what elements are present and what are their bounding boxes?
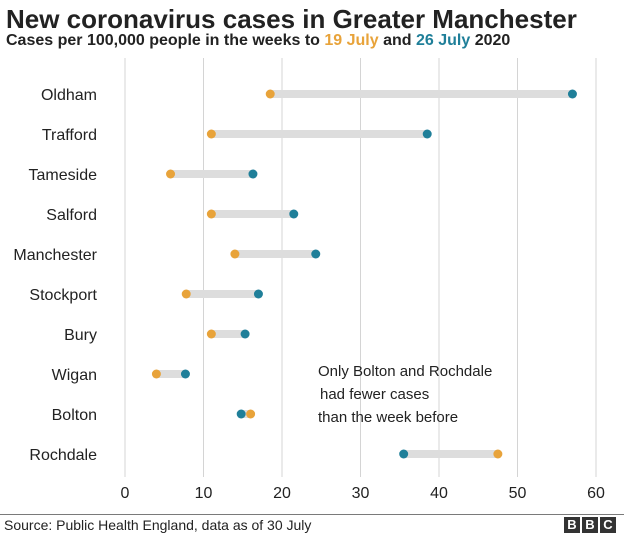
point-19-july (206, 129, 216, 139)
point-19-july (166, 169, 176, 179)
point-26-july (253, 289, 263, 299)
chart-title: New coronavirus cases in Greater Manches… (6, 4, 577, 34)
logo-letter: B (582, 517, 598, 533)
x-tick-label: 50 (509, 485, 527, 502)
gridlines (124, 58, 597, 477)
category-label: Wigan (52, 367, 97, 384)
point-19-july (265, 89, 275, 99)
x-tick-label: 20 (273, 485, 291, 502)
annotation-line: had fewer cases (320, 386, 429, 403)
category-label: Bolton (52, 407, 97, 424)
bbc-logo: B B C (564, 517, 616, 533)
point-19-july (181, 289, 191, 299)
logo-letter: B (564, 517, 580, 533)
category-label: Rochdale (29, 447, 97, 464)
annotation-line: than the week before (318, 409, 458, 426)
point-26-july (567, 89, 577, 99)
source-text: Source: Public Health England, data as o… (4, 517, 312, 533)
logo-letter: C (600, 517, 616, 533)
x-tick-label: 30 (352, 485, 370, 502)
subtitle-prefix: Cases per 100,000 people in the weeks to (6, 32, 325, 49)
subtitle-suffix: 2020 (470, 32, 511, 49)
connectors (156, 90, 573, 458)
category-label: Bury (64, 327, 97, 344)
point-19-july (206, 209, 216, 219)
category-labels: Oldham Trafford Tameside Salford Manchester S… (13, 87, 97, 464)
footer-divider (0, 514, 624, 515)
category-label: Manchester (13, 247, 97, 264)
point-26-july (240, 329, 250, 339)
x-tick-label: 60 (587, 485, 605, 502)
point-26-july (180, 369, 190, 379)
x-axis-ticks: 0 10 20 30 40 50 60 (121, 485, 605, 502)
category-label: Tameside (29, 167, 98, 184)
point-19-july (151, 369, 161, 379)
point-19-july (206, 329, 216, 339)
point-19-july (230, 249, 240, 259)
x-tick-label: 10 (195, 485, 213, 502)
x-tick-label: 40 (430, 485, 448, 502)
point-26-july (289, 209, 299, 219)
point-26-july (236, 409, 246, 419)
point-19-july (493, 449, 503, 459)
subtitle-series2-label: 26 July (415, 32, 471, 49)
category-label: Stockport (29, 287, 97, 304)
point-19-july (246, 409, 256, 419)
category-label: Salford (46, 207, 97, 224)
point-26-july (399, 449, 409, 459)
category-label: Trafford (42, 127, 97, 144)
point-26-july (248, 169, 258, 179)
subtitle-series1-label: 19 July (324, 32, 379, 49)
point-26-july (422, 129, 432, 139)
x-tick-label: 0 (121, 485, 130, 502)
chart-subtitle: Cases per 100,000 people in the weeks to… (6, 32, 510, 50)
data-points (151, 89, 577, 459)
category-label: Oldham (41, 87, 97, 104)
annotation-line: Only Bolton and Rochdale (318, 363, 492, 380)
subtitle-middle: and (378, 32, 416, 49)
point-26-july (311, 249, 321, 259)
annotation-note: Only Bolton and Rochdale had fewer cases… (318, 363, 496, 426)
